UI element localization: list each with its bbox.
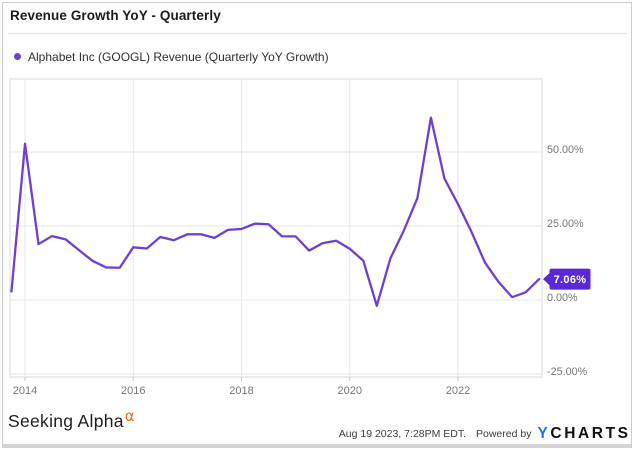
last-value-badge-label: 7.06% <box>554 274 587 286</box>
powered-by-label: Powered by <box>476 428 532 440</box>
title-divider <box>8 33 627 34</box>
y-tick-label: 0.00% <box>547 292 578 304</box>
y-tick-label: 25.00% <box>547 218 584 230</box>
last-value-badge-pointer <box>543 271 551 287</box>
seeking-alpha-text: Seeking Alpha <box>8 411 124 431</box>
footer-attribution: Aug 19 2023, 7:28PM EDT. Powered by YCHA… <box>339 425 628 443</box>
x-tick-label: 2022 <box>446 385 470 397</box>
plot-border <box>9 78 543 378</box>
revenue-line <box>10 116 541 307</box>
legend-marker-icon <box>14 53 21 60</box>
legend-item: Alphabet Inc (GOOGL) Revenue (Quarterly … <box>14 49 329 64</box>
x-tick-label: 2020 <box>337 385 361 397</box>
chart-title: Revenue Growth YoY - Quarterly <box>10 8 221 23</box>
last-value-badge <box>549 268 591 290</box>
y-tick-label: -25.00% <box>547 366 588 378</box>
y-tick-label: 50.00% <box>547 144 584 156</box>
legend-label: Alphabet Inc (GOOGL) Revenue (Quarterly … <box>28 49 329 64</box>
timestamp: Aug 19 2023, 7:28PM EDT. <box>338 428 466 440</box>
x-tick-label: 2018 <box>229 385 253 397</box>
ycharts-logo: YCHARTS <box>537 425 630 443</box>
ycharts-y-icon: Y <box>537 425 551 442</box>
ycharts-charts-text: CHARTS <box>550 425 631 442</box>
alpha-mark-icon: α <box>124 407 135 425</box>
x-tick-label: 2016 <box>121 385 145 397</box>
x-tick-label: 2014 <box>13 385 37 397</box>
seeking-alpha-logo: Seeking Alphaα <box>8 407 135 432</box>
